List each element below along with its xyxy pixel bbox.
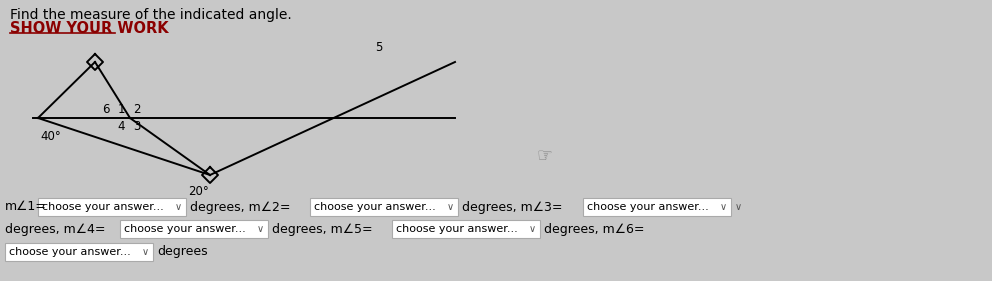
Text: 4: 4 <box>117 120 125 133</box>
Text: degrees, m∠4=: degrees, m∠4= <box>5 223 105 235</box>
Text: degrees, m∠3=: degrees, m∠3= <box>462 201 562 214</box>
Text: 1: 1 <box>117 103 125 116</box>
Text: choose your answer...: choose your answer... <box>9 247 131 257</box>
Text: ∨: ∨ <box>529 224 536 234</box>
FancyBboxPatch shape <box>120 220 268 238</box>
Text: 6: 6 <box>102 103 110 116</box>
FancyBboxPatch shape <box>310 198 458 216</box>
Text: degrees, m∠5=: degrees, m∠5= <box>272 223 373 235</box>
Text: ∨: ∨ <box>175 202 182 212</box>
Text: 40°: 40° <box>40 130 61 143</box>
Text: degrees, m∠2=: degrees, m∠2= <box>190 201 291 214</box>
Text: ∨: ∨ <box>142 247 149 257</box>
Text: Find the measure of the indicated angle.: Find the measure of the indicated angle. <box>10 8 292 22</box>
Text: choose your answer...: choose your answer... <box>314 202 435 212</box>
Text: ∨: ∨ <box>719 202 726 212</box>
FancyBboxPatch shape <box>5 243 153 261</box>
FancyBboxPatch shape <box>392 220 540 238</box>
Text: choose your answer...: choose your answer... <box>124 224 246 234</box>
Text: ∨: ∨ <box>446 202 453 212</box>
Text: choose your answer...: choose your answer... <box>396 224 518 234</box>
Text: degrees, m∠6=: degrees, m∠6= <box>544 223 645 235</box>
FancyBboxPatch shape <box>583 198 731 216</box>
Text: ∨: ∨ <box>735 202 742 212</box>
Text: 3: 3 <box>133 120 141 133</box>
Text: degrees: degrees <box>157 246 207 259</box>
Text: 2: 2 <box>133 103 141 116</box>
Text: ∨: ∨ <box>257 224 264 234</box>
FancyBboxPatch shape <box>38 198 186 216</box>
Text: choose your answer...: choose your answer... <box>42 202 164 212</box>
Text: SHOW YOUR WORK: SHOW YOUR WORK <box>10 21 169 36</box>
Text: choose your answer...: choose your answer... <box>587 202 708 212</box>
Text: 5: 5 <box>375 41 382 54</box>
Text: m∠1=: m∠1= <box>5 201 47 214</box>
Text: ☞: ☞ <box>537 146 554 164</box>
Text: 20°: 20° <box>188 185 208 198</box>
